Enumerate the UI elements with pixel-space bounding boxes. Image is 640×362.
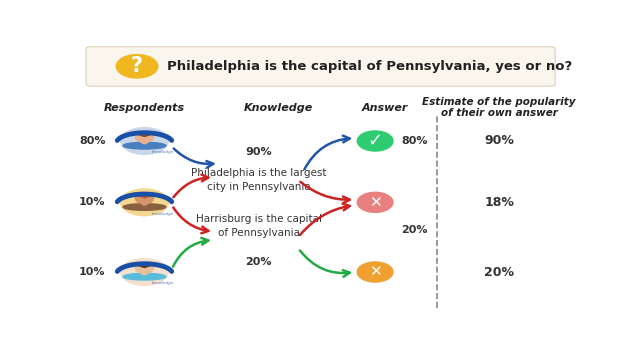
Text: 20%: 20% xyxy=(245,257,272,267)
Wedge shape xyxy=(137,132,152,137)
FancyBboxPatch shape xyxy=(86,47,555,86)
Text: 20%: 20% xyxy=(401,225,428,235)
Text: ✕: ✕ xyxy=(369,265,381,279)
Circle shape xyxy=(357,262,393,282)
Ellipse shape xyxy=(123,142,166,149)
Circle shape xyxy=(357,192,393,212)
Wedge shape xyxy=(137,263,152,268)
Text: 80%: 80% xyxy=(401,136,428,146)
Text: Philadelphia is the capital of Pennsylvania, yes or no?: Philadelphia is the capital of Pennsylva… xyxy=(167,60,572,73)
Text: knowledge: knowledge xyxy=(152,150,174,154)
Ellipse shape xyxy=(123,204,166,210)
Text: 10%: 10% xyxy=(79,197,106,207)
Text: 20%: 20% xyxy=(484,265,514,278)
Text: 10%: 10% xyxy=(79,267,106,277)
Text: Answer: Answer xyxy=(362,102,408,113)
Circle shape xyxy=(357,131,393,151)
Text: knowledge: knowledge xyxy=(152,281,174,285)
Ellipse shape xyxy=(141,140,147,144)
Text: ✕: ✕ xyxy=(369,195,381,210)
Text: ✓: ✓ xyxy=(367,132,383,150)
Text: 80%: 80% xyxy=(79,136,106,146)
Wedge shape xyxy=(137,194,152,199)
Text: Estimate of the popularity
of their own answer: Estimate of the popularity of their own … xyxy=(422,97,576,118)
Circle shape xyxy=(121,189,168,216)
Text: Philadelphia is the largest
city in Pennsylvania: Philadelphia is the largest city in Penn… xyxy=(191,168,326,191)
Text: 18%: 18% xyxy=(484,196,514,209)
Circle shape xyxy=(121,258,168,285)
Ellipse shape xyxy=(141,201,147,205)
Text: 90%: 90% xyxy=(245,147,272,157)
Circle shape xyxy=(121,128,168,154)
Text: Harrisburg is the capital
of Pennsylvania: Harrisburg is the capital of Pennsylvani… xyxy=(196,214,321,237)
Circle shape xyxy=(136,263,154,273)
Circle shape xyxy=(116,55,158,78)
Text: Knowledge: Knowledge xyxy=(244,102,313,113)
Ellipse shape xyxy=(141,271,147,275)
Circle shape xyxy=(136,132,154,142)
Text: 90%: 90% xyxy=(484,135,514,147)
Text: knowledge: knowledge xyxy=(152,212,174,216)
Ellipse shape xyxy=(123,273,166,280)
Text: ?: ? xyxy=(131,56,143,76)
Text: Respondents: Respondents xyxy=(104,102,185,113)
Circle shape xyxy=(136,194,154,204)
